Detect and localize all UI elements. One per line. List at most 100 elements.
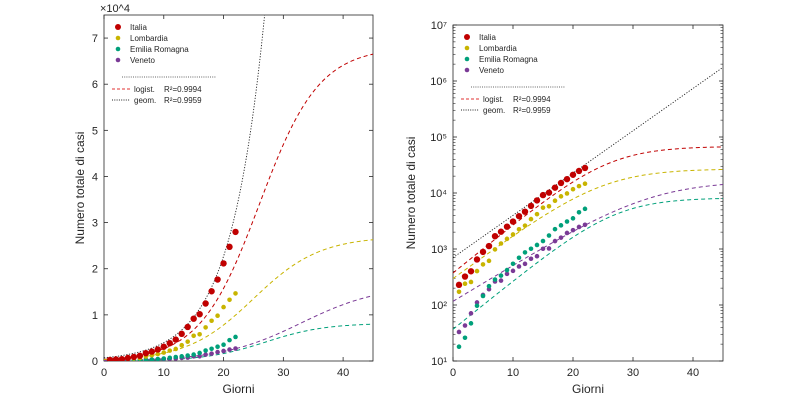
legend-marker	[464, 34, 470, 40]
point-lombardia	[582, 181, 588, 187]
point-italia	[130, 353, 138, 361]
point-emilia	[510, 261, 516, 267]
y-tick-label: 10⁷	[431, 20, 447, 32]
point-emilia	[456, 344, 462, 350]
point-lombardia	[498, 241, 504, 246]
point-lombardia	[203, 325, 208, 330]
point-emilia	[468, 321, 474, 326]
point-italia	[467, 268, 475, 275]
point-italia	[220, 260, 227, 267]
legend-label: geom.	[134, 96, 156, 105]
point-emilia	[215, 344, 220, 350]
point-italia	[455, 281, 463, 289]
point-lombardia	[179, 342, 185, 348]
point-italia	[491, 232, 499, 240]
point-emilia	[167, 355, 173, 361]
point-emilia	[233, 334, 238, 340]
point-veneto	[576, 224, 582, 230]
point-lombardia	[456, 289, 462, 295]
point-italia	[160, 343, 167, 350]
point-italia	[551, 184, 559, 191]
point-emilia	[161, 356, 167, 361]
point-lombardia	[570, 186, 576, 192]
point-italia	[202, 300, 209, 307]
y-tick-label: 10⁴	[430, 188, 447, 200]
x-tick-label: 0	[101, 367, 107, 379]
point-lombardia	[161, 350, 167, 355]
x-tick-label: 30	[627, 367, 639, 379]
point-emilia	[227, 337, 232, 343]
point-italia	[172, 336, 179, 343]
legend-marker	[464, 67, 470, 73]
point-lombardia	[576, 183, 582, 189]
point-lombardia	[215, 313, 220, 319]
point-italia	[226, 243, 233, 251]
point-italia	[208, 288, 215, 295]
point-emilia	[534, 242, 540, 248]
plot-area	[104, 15, 373, 361]
point-emilia	[191, 352, 196, 357]
point-lombardia	[191, 333, 196, 339]
point-italia	[509, 218, 517, 225]
point-veneto	[540, 246, 546, 252]
legend: Italia Lombardia Emilia Romagna Veneto logis…	[112, 23, 216, 105]
point-veneto	[233, 346, 238, 351]
point-emilia	[197, 350, 202, 356]
legend-marker	[115, 24, 121, 30]
point-emilia	[558, 223, 564, 228]
point-veneto	[197, 353, 202, 359]
point-veneto	[456, 329, 462, 335]
point-italia	[485, 242, 493, 250]
point-lombardia	[522, 223, 528, 228]
point-lombardia	[167, 348, 173, 353]
geometric-fit-line	[453, 66, 723, 259]
point-lombardia	[534, 211, 540, 217]
point-veneto	[209, 351, 214, 356]
point-italia	[575, 167, 583, 175]
point-emilia	[540, 238, 546, 244]
point-lombardia	[552, 198, 558, 204]
legend-r2: R²=0.9959	[513, 106, 551, 115]
legend-label: Emilia Romagna	[479, 55, 538, 64]
point-emilia	[570, 216, 576, 221]
y-tick-label: 7	[92, 33, 98, 45]
point-emilia	[155, 356, 161, 361]
point-veneto	[516, 264, 522, 269]
point-emilia	[546, 233, 552, 238]
legend-label: geom.	[483, 106, 505, 115]
point-lombardia	[480, 262, 486, 267]
legend-label: Lombardia	[130, 34, 168, 43]
point-lombardia	[474, 268, 480, 274]
point-emilia	[173, 354, 179, 360]
point-veneto	[468, 311, 474, 316]
point-emilia	[576, 209, 582, 215]
y-tick-label: 2	[92, 264, 98, 276]
point-lombardia	[468, 279, 474, 285]
point-lombardia	[564, 191, 570, 196]
point-veneto	[552, 238, 558, 244]
point-lombardia	[546, 203, 552, 209]
logistic-fit-lombardia	[104, 239, 373, 361]
point-emilia	[492, 277, 498, 282]
point-italia	[142, 349, 150, 357]
point-emilia	[185, 353, 190, 358]
point-lombardia	[492, 247, 498, 252]
point-veneto	[215, 349, 220, 355]
y-tick-label: 5	[92, 125, 98, 137]
geometric-fit-line	[104, 15, 266, 359]
logistic-fit-emilia	[104, 323, 373, 361]
logistic-fit-veneto	[104, 295, 373, 361]
point-veneto	[498, 278, 504, 283]
point-lombardia	[462, 281, 468, 287]
point-emilia	[498, 273, 504, 278]
x-tick-label: 20	[217, 367, 229, 379]
legend-marker	[115, 35, 121, 41]
legend-label: Italia	[130, 23, 147, 32]
point-italia	[118, 355, 126, 361]
axes-frame	[103, 14, 374, 362]
point-emilia	[474, 303, 480, 309]
legend-label: logist.	[483, 95, 504, 104]
legend-label: Veneto	[479, 66, 504, 75]
point-emilia	[528, 246, 534, 252]
